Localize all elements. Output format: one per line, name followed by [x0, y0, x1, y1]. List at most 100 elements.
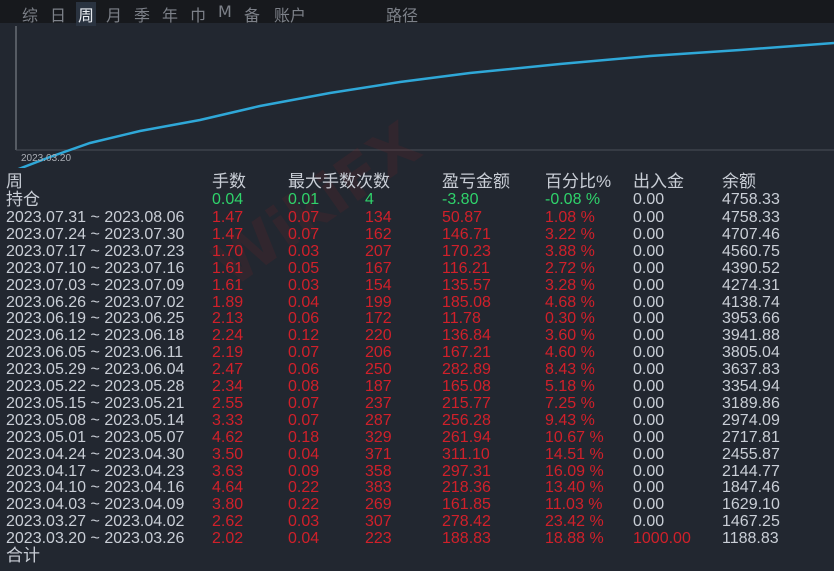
cell-count: 172 [365, 310, 392, 328]
cell-deposit: 0.00 [633, 276, 665, 294]
header-pnl: 盈亏金额 [442, 172, 510, 191]
table-row: 2023.06.26 ~ 2023.07.02 1.89 0.04 199 185.08… [0, 294, 834, 311]
cell-count: 358 [365, 462, 392, 480]
cell-deposit: 0.00 [633, 259, 665, 277]
tab-3[interactable]: 月 [106, 6, 123, 25]
week-range: 2023.07.31 ~ 2023.08.06 [6, 209, 185, 226]
cell-deposit: 0.00 [633, 462, 665, 480]
cell-pct: 3.22 % [545, 225, 595, 243]
cell-deposit: 0.00 [633, 378, 665, 395]
week-range: 2023.05.15 ~ 2023.05.21 [6, 394, 185, 412]
tab-0[interactable]: 综 [22, 6, 39, 25]
tab-4[interactable]: 季 [134, 6, 151, 25]
week-range: 2023.06.05 ~ 2023.06.11 [6, 344, 184, 362]
cell-balance: 3941.88 [722, 327, 780, 345]
chart-svg [15, 26, 834, 168]
open-max_lots: 0.01 [288, 191, 320, 208]
tab-8[interactable]: 备 [244, 6, 261, 25]
cell-pnl: 11.78 [442, 310, 481, 328]
cell-pnl: 261.94 [442, 428, 491, 446]
balance-line [17, 41, 834, 168]
table-row: 2023.06.12 ~ 2023.06.18 2.24 0.12 220 136.84… [0, 327, 834, 344]
tab-1[interactable]: 日 [50, 6, 67, 25]
table-row: 2023.03.27 ~ 2023.04.02 2.62 0.03 307 278.42… [0, 513, 834, 530]
tab-10[interactable]: 路径 [386, 6, 419, 25]
tab-2[interactable]: 周 [76, 2, 97, 26]
table-row: 2023.05.29 ~ 2023.06.04 2.47 0.06 250 282.89… [0, 361, 834, 378]
cell-deposit: 0.00 [633, 344, 665, 362]
header-count: 次数 [356, 172, 390, 191]
header-lots: 手数 [212, 172, 246, 191]
cell-deposit: 0.00 [633, 209, 665, 226]
cell-max_lots: 0.04 [288, 530, 320, 548]
tab-9[interactable]: 账户 [274, 6, 307, 25]
x-start-label: 2023.03.20 [21, 153, 72, 164]
table-row: 2023.06.05 ~ 2023.06.11 2.19 0.07 206 167.21… [0, 344, 834, 361]
table-row: 2023.07.31 ~ 2023.08.06 1.47 0.07 134 50.87 1… [0, 209, 834, 226]
cell-lots: 2.02 [212, 530, 244, 548]
cell-max_lots: 0.03 [288, 513, 320, 531]
cell-pct: 2.72 % [545, 259, 595, 277]
cell-pnl: 215.77 [442, 394, 491, 412]
cell-balance: 3189.86 [722, 394, 780, 412]
cell-max_lots: 0.18 [288, 428, 320, 446]
open-pct: -0.08 % [545, 191, 601, 208]
cell-pct: 4.60 % [545, 344, 595, 362]
cell-count: 187 [365, 378, 392, 395]
header-deposit: 出入金 [633, 172, 684, 191]
open-pnl: -3.80 [442, 191, 479, 208]
cell-pnl: 170.23 [442, 242, 491, 260]
cell-deposit: 0.00 [633, 293, 665, 311]
cell-max_lots: 0.04 [288, 293, 320, 311]
open-count: 4 [365, 191, 374, 208]
cell-max_lots: 0.04 [288, 445, 320, 463]
cell-deposit: 0.00 [633, 327, 665, 345]
cell-max_lots: 0.09 [288, 462, 320, 480]
total-row: 合计 [0, 547, 834, 564]
cell-pct: 9.43 % [545, 411, 595, 429]
cell-count: 383 [365, 479, 392, 497]
header-max-lots-text: 最大手数 [288, 172, 356, 191]
cell-count: 223 [365, 530, 392, 548]
cell-deposit: 0.00 [633, 225, 665, 243]
cell-max_lots: 0.08 [288, 378, 320, 395]
cell-count: 167 [365, 259, 392, 277]
tab-7[interactable]: M [218, 2, 232, 21]
cell-pct: 11.03 % [545, 496, 603, 514]
tab-5[interactable]: 年 [162, 6, 179, 25]
cell-pnl: 161.85 [442, 496, 491, 514]
cell-count: 250 [365, 361, 392, 379]
week-range: 2023.05.29 ~ 2023.06.04 [6, 361, 185, 379]
cell-pct: 5.18 % [545, 378, 595, 395]
cell-lots: 2.13 [212, 310, 244, 328]
cell-lots: 3.33 [212, 411, 244, 429]
header-week: 周 [6, 172, 23, 191]
cell-max_lots: 0.06 [288, 361, 320, 379]
cell-balance: 1847.46 [722, 479, 780, 497]
cell-count: 307 [365, 513, 392, 531]
week-range: 2023.06.19 ~ 2023.06.25 [6, 310, 185, 328]
cell-deposit: 0.00 [633, 411, 665, 429]
week-range: 2023.07.03 ~ 2023.07.09 [6, 276, 185, 294]
cell-lots: 1.89 [212, 293, 244, 311]
cell-pnl: 185.08 [442, 293, 491, 311]
week-range: 2023.05.01 ~ 2023.05.07 [6, 428, 185, 446]
cell-balance: 4707.46 [722, 225, 780, 243]
table-row: 2023.07.03 ~ 2023.07.09 1.61 0.03 154 135.57… [0, 277, 834, 294]
table-row: 2023.03.20 ~ 2023.03.26 2.02 0.04 223 188.83… [0, 530, 834, 547]
week-range: 2023.06.26 ~ 2023.07.02 [6, 293, 185, 311]
cell-pnl: 256.28 [442, 411, 491, 429]
header-pct: 百分比% [545, 172, 612, 191]
cell-balance: 4274.31 [722, 276, 780, 294]
total-label: 合计 [6, 546, 40, 565]
cell-balance: 3953.66 [722, 310, 780, 328]
cell-pct: 3.28 % [545, 276, 595, 294]
cell-pct: 3.60 % [545, 327, 595, 345]
table-row: 2023.04.10 ~ 2023.04.16 4.64 0.22 383 218.36… [0, 479, 834, 496]
cell-lots: 4.64 [212, 479, 244, 497]
tab-6[interactable]: 巾 [190, 6, 207, 25]
cell-lots: 1.70 [212, 242, 244, 260]
cell-lots: 1.61 [212, 276, 244, 294]
cell-pnl: 218.36 [442, 479, 491, 497]
cell-pct: 8.43 % [545, 361, 595, 379]
